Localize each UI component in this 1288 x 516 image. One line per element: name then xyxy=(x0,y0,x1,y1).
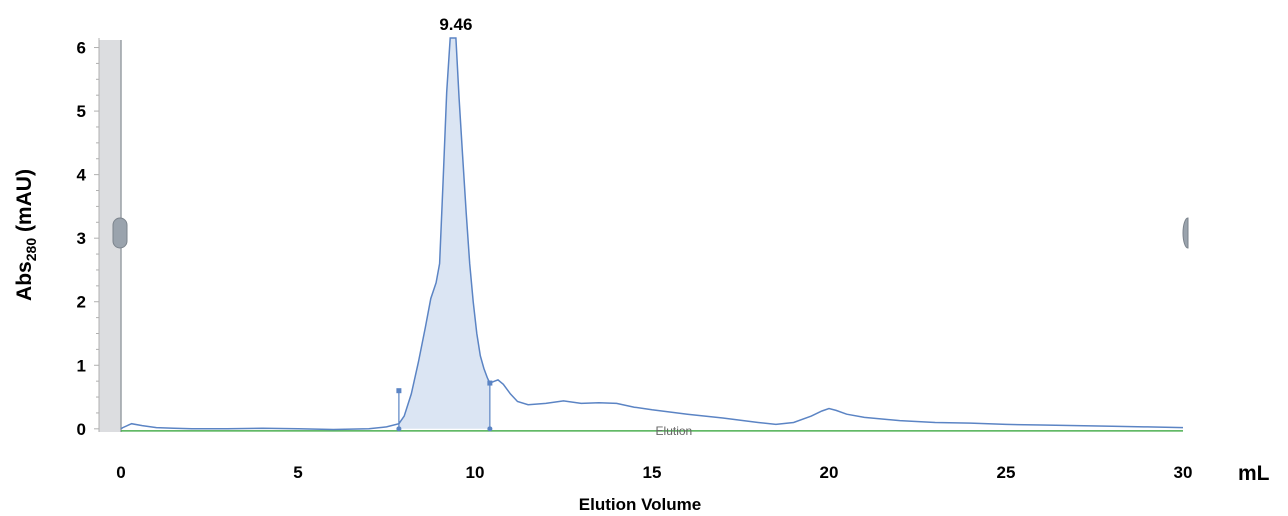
y-tick-label: 4 xyxy=(77,166,87,185)
left-scroll-handle[interactable] xyxy=(99,40,128,432)
right-scroll-grip[interactable] xyxy=(1182,217,1189,249)
elution-region-label: Elution xyxy=(656,424,693,438)
x-tick-label: 0 xyxy=(116,463,125,482)
x-tick-label: 10 xyxy=(466,463,485,482)
x-tick-label: 20 xyxy=(820,463,839,482)
x-tick-label: 15 xyxy=(643,463,662,482)
y-tick-label: 1 xyxy=(77,356,86,375)
y-tick-label: 6 xyxy=(77,39,86,58)
peak-label: 9.46 xyxy=(439,15,472,34)
peak-boundary-base xyxy=(487,426,493,432)
y-axis-title-main: Abs xyxy=(13,261,36,301)
x-tick-label: 30 xyxy=(1174,463,1193,482)
x-tick-label: 5 xyxy=(293,463,302,482)
y-tick-label: 2 xyxy=(77,293,86,312)
x-axis-title: Elution Volume xyxy=(579,495,701,514)
y-axis-title-subscript: 280 xyxy=(23,238,39,262)
peak-boundary-handle[interactable] xyxy=(487,380,493,386)
y-tick-label: 5 xyxy=(77,102,86,121)
left-scroll-grip[interactable] xyxy=(112,217,128,249)
left-scroll-track[interactable] xyxy=(99,40,121,432)
x-axis-unit: mL xyxy=(1238,462,1270,485)
right-scroll-handle[interactable] xyxy=(1182,217,1189,249)
y-axis-title: Abs280 (mAU) xyxy=(13,169,39,301)
peak-boundary-handle[interactable] xyxy=(396,388,402,394)
x-tick-label: 25 xyxy=(997,463,1016,482)
peak-boundary-base xyxy=(396,426,402,432)
y-tick-label: 3 xyxy=(77,229,86,248)
y-tick-label: 0 xyxy=(77,420,86,439)
absorbance-trace xyxy=(120,37,1184,431)
y-axis-title-unit: (mAU) xyxy=(13,169,36,238)
peak-area-fill xyxy=(398,38,490,429)
